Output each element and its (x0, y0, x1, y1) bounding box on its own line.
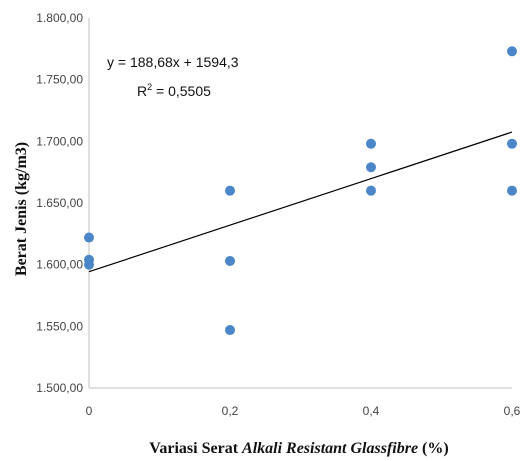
data-point (225, 185, 235, 196)
y-tick-label: 1.500,00 (36, 381, 83, 395)
y-tick-label: 1.700,00 (36, 134, 83, 148)
y-tick-label: 1.600,00 (36, 258, 83, 272)
r-squared-symbol: R (137, 83, 147, 99)
r-squared-value: = 0,5505 (152, 83, 211, 99)
x-tick-label: 0 (86, 404, 93, 418)
y-tick-labels: 1.500,00 1.550,00 1.600,00 1.650,00 1.700,00… (36, 11, 83, 395)
data-point (225, 255, 235, 266)
r-squared-superscript: 2 (147, 82, 152, 92)
r-squared-label: R2 = 0,5505 (137, 82, 211, 99)
data-points (84, 46, 517, 336)
x-axis-title: Variasi Serat Alkali Resistant Glassfibr… (149, 440, 448, 457)
trendline-equation: y = 188,68x + 1594,3 (107, 54, 239, 70)
y-tick-label: 1.750,00 (36, 73, 83, 87)
x-tick-label: 0,2 (222, 404, 239, 418)
data-point (225, 325, 235, 336)
x-axis-title-prefix: Variasi Serat (149, 440, 242, 457)
y-tick-label: 1.800,00 (36, 11, 83, 25)
x-tick-label: 0,4 (363, 404, 380, 418)
trendline-group (88, 131, 513, 273)
data-point (507, 185, 517, 196)
y-tick-label: 1.550,00 (36, 319, 83, 333)
x-axis-title-italic: Alkali Resistant Glassfibre (241, 440, 418, 457)
x-axis-title-suffix: (%) (418, 440, 449, 457)
data-point (366, 138, 376, 149)
data-point (507, 46, 517, 57)
data-point (366, 185, 376, 196)
data-point (366, 162, 376, 173)
x-tick-label: 0,6 (504, 404, 521, 418)
data-point (84, 259, 94, 270)
y-axis-title: Berat Jenis (kg/m3) (13, 142, 30, 276)
data-point (507, 138, 517, 149)
x-tick-labels: 0 0,2 0,4 0,6 (86, 404, 521, 418)
data-point (84, 232, 94, 243)
trendline (88, 131, 513, 273)
y-tick-label: 1.650,00 (36, 196, 83, 210)
